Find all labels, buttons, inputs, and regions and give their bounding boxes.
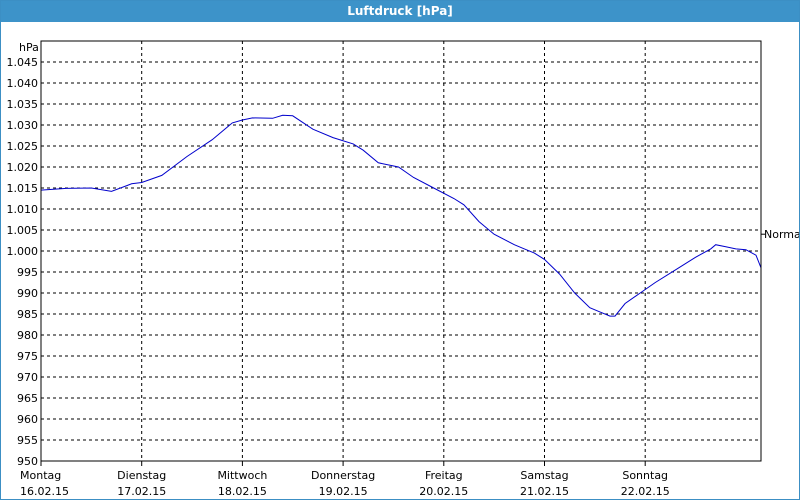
x-tick-date: 16.02.15 xyxy=(20,485,69,498)
grid-lines xyxy=(41,41,761,461)
y-tick-label: 1.025 xyxy=(7,140,39,153)
plot-frame xyxy=(40,40,762,462)
x-axis-ticks: Montag 16.02.15 Dienstag 17.02.15 Mittwoch 18… xyxy=(20,461,670,498)
x-tick-date: 18.02.15 xyxy=(218,485,267,498)
y-tick-label: 985 xyxy=(17,308,38,321)
pressure-series-line xyxy=(40,114,762,317)
x-tick-date: 20.02.15 xyxy=(419,485,468,498)
y-tick-label: 975 xyxy=(17,350,38,363)
title-bar: Luftdruck [hPa] xyxy=(1,1,799,22)
x-tick-day: Donnerstag xyxy=(311,469,375,482)
x-tick-date: 17.02.15 xyxy=(117,485,166,498)
x-tick-date: 21.02.15 xyxy=(520,485,569,498)
normal-label: Normal xyxy=(764,228,799,241)
y-tick-label: 995 xyxy=(17,266,38,279)
y-tick-label: 1.010 xyxy=(7,203,39,216)
x-tick-day: Dienstag xyxy=(117,469,166,482)
y-tick-label: 965 xyxy=(17,392,38,405)
y-axis-label: hPa xyxy=(19,41,39,54)
y-tick-label: 1.000 xyxy=(7,245,39,258)
x-tick-date: 22.02.15 xyxy=(621,485,670,498)
y-tick-label: 990 xyxy=(17,287,38,300)
x-tick-day: Freitag xyxy=(425,469,463,482)
y-tick-label: 1.040 xyxy=(7,77,39,90)
x-tick-date: 19.02.15 xyxy=(319,485,368,498)
y-tick-label: 955 xyxy=(17,434,38,447)
x-tick-day: Samstag xyxy=(520,469,568,482)
x-tick-day: Sonntag xyxy=(622,469,668,482)
x-tick-day: Montag xyxy=(20,469,61,482)
y-tick-label: 950 xyxy=(17,455,38,468)
y-tick-label: 960 xyxy=(17,413,38,426)
window-title: Luftdruck [hPa] xyxy=(347,4,453,18)
y-tick-label: 1.020 xyxy=(7,161,39,174)
series-group xyxy=(40,114,762,317)
pressure-chart: 950 955 960 965 970 975 980 985 990 995 1.000 1.005… xyxy=(7,40,799,498)
y-tick-label: 1.045 xyxy=(7,56,39,69)
y-tick-label: 1.015 xyxy=(7,182,39,195)
x-tick-day: Mittwoch xyxy=(217,469,267,482)
y-axis-ticks: 950 955 960 965 970 975 980 985 990 995 1.000 1.005… xyxy=(7,56,39,468)
y-tick-label: 1.005 xyxy=(7,224,39,237)
y-tick-label: 1.030 xyxy=(7,119,39,132)
y-tick-label: 980 xyxy=(17,329,38,342)
y-tick-label: 1.035 xyxy=(7,98,39,111)
y-tick-label: 970 xyxy=(17,371,38,384)
